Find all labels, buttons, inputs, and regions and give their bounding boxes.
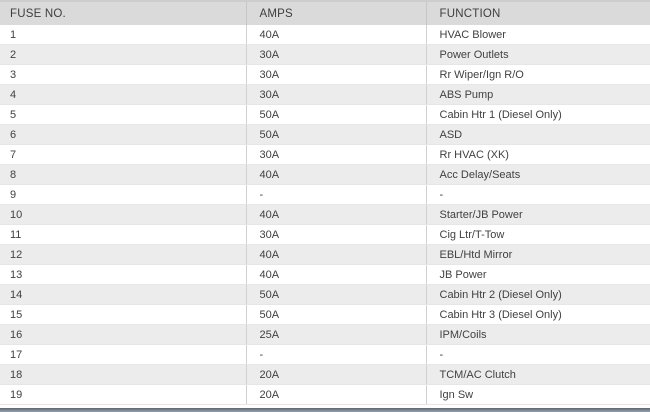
cell-fuse-no: 8 bbox=[0, 164, 246, 185]
bottom-bar bbox=[0, 408, 650, 412]
table-row: 17 - - bbox=[0, 344, 650, 365]
cell-function: ABS Pump bbox=[425, 84, 650, 105]
table-row: 12 40A EBL/Htd Mirror bbox=[0, 244, 650, 265]
table-row: 18 20A TCM/AC Clutch bbox=[0, 364, 650, 385]
cell-amps: 50A bbox=[245, 124, 426, 145]
cell-amps: 25A bbox=[245, 324, 426, 345]
cell-amps: 40A bbox=[245, 244, 426, 265]
cell-amps: 40A bbox=[245, 204, 426, 225]
table-row: 14 50A Cabin Htr 2 (Diesel Only) bbox=[0, 284, 650, 305]
cell-function: - bbox=[425, 184, 650, 205]
table-row: 6 50A ASD bbox=[0, 124, 650, 145]
table-row: 2 30A Power Outlets bbox=[0, 44, 650, 65]
cell-fuse-no: 2 bbox=[0, 44, 246, 65]
cell-fuse-no: 4 bbox=[0, 84, 246, 105]
cell-fuse-no: 18 bbox=[0, 364, 246, 385]
cell-fuse-no: 11 bbox=[0, 224, 246, 245]
fuse-table-header: FUSE NO. AMPS FUNCTION bbox=[0, 0, 650, 25]
cell-function: JB Power bbox=[425, 264, 650, 285]
header-row: FUSE NO. AMPS FUNCTION bbox=[0, 0, 650, 25]
cell-amps: 40A bbox=[245, 264, 426, 285]
table-row: 13 40A JB Power bbox=[0, 264, 650, 285]
column-header-function: FUNCTION bbox=[425, 0, 650, 25]
cell-amps: 30A bbox=[245, 44, 426, 65]
cell-amps: 20A bbox=[245, 384, 426, 405]
table-row: 11 30A Cig Ltr/T-Tow bbox=[0, 224, 650, 245]
cell-function: Acc Delay/Seats bbox=[425, 164, 650, 185]
cell-amps: 40A bbox=[245, 25, 426, 45]
cell-fuse-no: 13 bbox=[0, 264, 246, 285]
table-row: 10 40A Starter/JB Power bbox=[0, 204, 650, 225]
cell-fuse-no: 16 bbox=[0, 324, 246, 345]
cell-fuse-no: 5 bbox=[0, 104, 246, 125]
table-row: 16 25A IPM/Coils bbox=[0, 324, 650, 345]
table-row: 8 40A Acc Delay/Seats bbox=[0, 164, 650, 185]
table-row: 9 - - bbox=[0, 184, 650, 205]
cell-function: TCM/AC Clutch bbox=[425, 364, 650, 385]
cell-function: Power Outlets bbox=[425, 44, 650, 65]
cell-function: IPM/Coils bbox=[425, 324, 650, 345]
table-row: 7 30A Rr HVAC (XK) bbox=[0, 144, 650, 165]
cell-fuse-no: 9 bbox=[0, 184, 246, 205]
cell-amps: 20A bbox=[245, 364, 426, 385]
cell-function: Cabin Htr 3 (Diesel Only) bbox=[425, 304, 650, 325]
cell-amps: - bbox=[245, 344, 426, 365]
cell-fuse-no: 17 bbox=[0, 344, 246, 365]
cell-function: - bbox=[425, 344, 650, 365]
table-row: 1 40A HVAC Blower bbox=[0, 25, 650, 45]
cell-amps: 50A bbox=[245, 304, 426, 325]
cell-fuse-no: 15 bbox=[0, 304, 246, 325]
cell-fuse-no: 12 bbox=[0, 244, 246, 265]
cell-fuse-no: 7 bbox=[0, 144, 246, 165]
cell-amps: 30A bbox=[245, 84, 426, 105]
cell-function: ASD bbox=[425, 124, 650, 145]
cell-function: Cabin Htr 1 (Diesel Only) bbox=[425, 104, 650, 125]
cell-fuse-no: 14 bbox=[0, 284, 246, 305]
cell-fuse-no: 19 bbox=[0, 384, 246, 405]
cell-function: Ign Sw bbox=[425, 384, 650, 405]
table-row: 19 20A Ign Sw bbox=[0, 384, 650, 405]
table-row: 4 30A ABS Pump bbox=[0, 84, 650, 105]
cell-amps: 30A bbox=[245, 64, 426, 85]
cell-amps: 30A bbox=[245, 144, 426, 165]
cell-amps: 40A bbox=[245, 164, 426, 185]
cell-function: Cabin Htr 2 (Diesel Only) bbox=[425, 284, 650, 305]
cell-amps: - bbox=[245, 184, 426, 205]
cell-amps: 30A bbox=[245, 224, 426, 245]
cell-fuse-no: 3 bbox=[0, 64, 246, 85]
cell-function: Cig Ltr/T-Tow bbox=[425, 224, 650, 245]
cell-function: EBL/Htd Mirror bbox=[425, 244, 650, 265]
table-row: 15 50A Cabin Htr 3 (Diesel Only) bbox=[0, 304, 650, 325]
column-header-fuse-no: FUSE NO. bbox=[0, 0, 246, 25]
cell-amps: 50A bbox=[245, 104, 426, 125]
cell-function: HVAC Blower bbox=[425, 25, 650, 45]
cell-function: Rr HVAC (XK) bbox=[425, 144, 650, 165]
column-header-amps: AMPS bbox=[245, 0, 426, 25]
cell-fuse-no: 10 bbox=[0, 204, 246, 225]
table-row: 5 50A Cabin Htr 1 (Diesel Only) bbox=[0, 104, 650, 125]
cell-amps: 50A bbox=[245, 284, 426, 305]
table-row: 3 30A Rr Wiper/Ign R/O bbox=[0, 64, 650, 85]
cell-function: Starter/JB Power bbox=[425, 204, 650, 225]
cell-function: Rr Wiper/Ign R/O bbox=[425, 64, 650, 85]
fuse-table-body: 1 40A HVAC Blower 2 30A Power Outlets 3 … bbox=[0, 25, 650, 405]
cell-fuse-no: 6 bbox=[0, 124, 246, 145]
cell-fuse-no: 1 bbox=[0, 25, 246, 45]
